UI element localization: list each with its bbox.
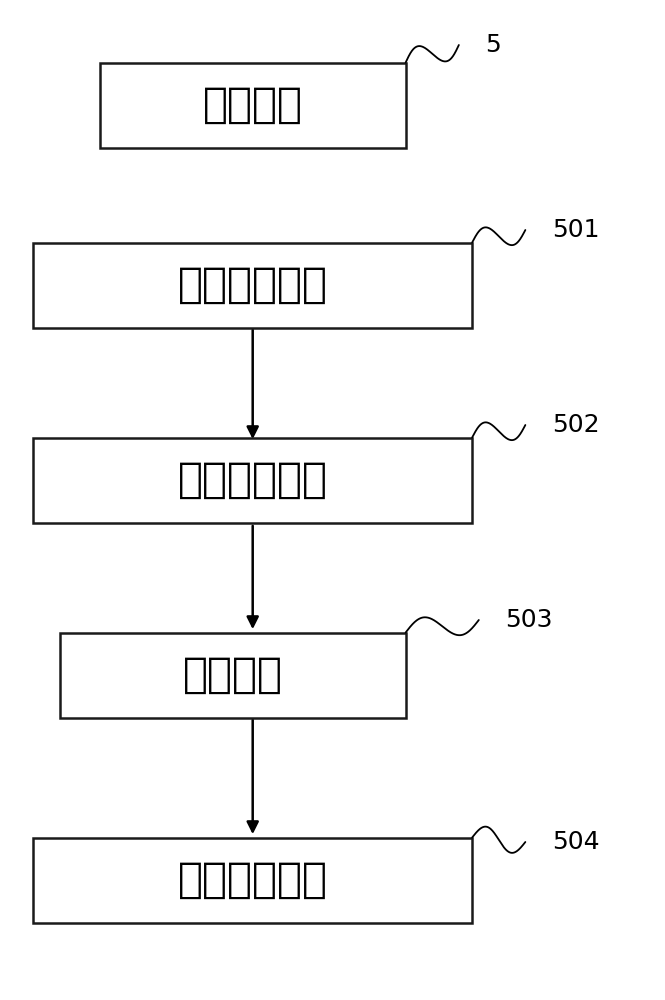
Text: 5: 5 — [485, 33, 501, 57]
Text: 502: 502 — [552, 413, 600, 437]
Bar — [33, 438, 472, 522]
Text: 501: 501 — [552, 218, 599, 242]
Text: 503: 503 — [505, 608, 553, 632]
Text: 信息发送模块: 信息发送模块 — [178, 859, 328, 901]
Bar — [100, 62, 406, 147]
Text: 编辑模块: 编辑模块 — [183, 654, 283, 696]
Bar — [33, 838, 472, 922]
Text: 控制单元: 控制单元 — [203, 84, 303, 126]
Text: 504: 504 — [552, 830, 600, 854]
Bar — [60, 632, 406, 717]
Bar — [33, 242, 472, 328]
Text: 信息接收模块: 信息接收模块 — [178, 459, 328, 501]
Text: 无线网络模块: 无线网络模块 — [178, 264, 328, 306]
